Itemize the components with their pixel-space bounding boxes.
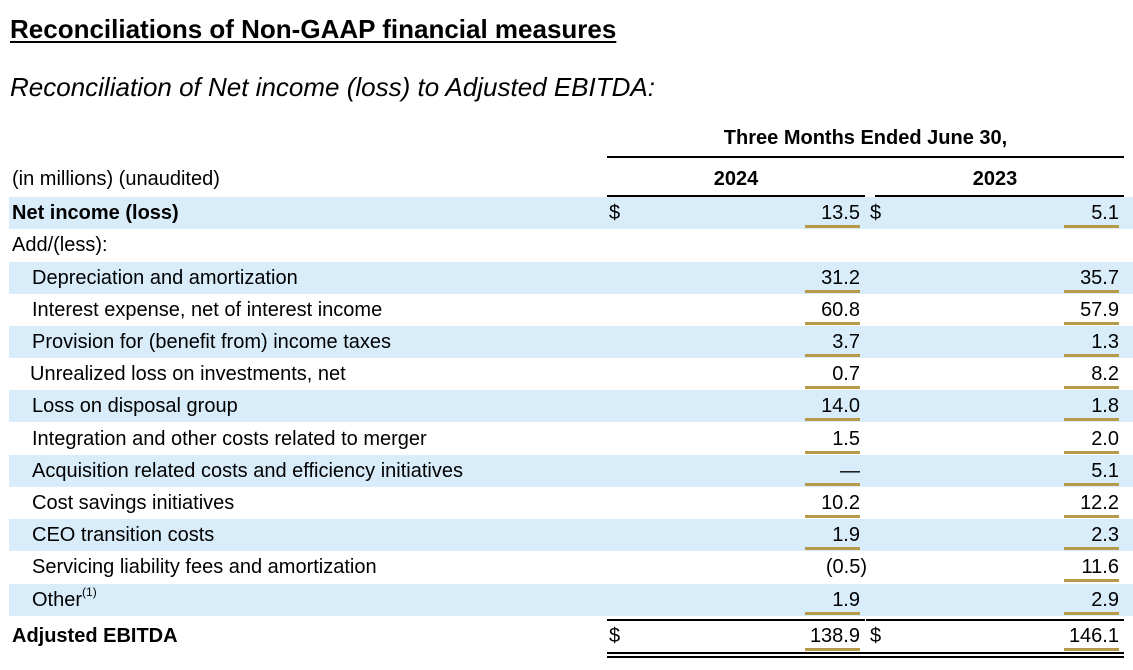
footnote-marker: (1): [82, 585, 97, 599]
row-label: CEO transition costs: [32, 524, 215, 546]
row-label: Other(1): [32, 585, 97, 612]
row-label: Servicing liability fees and amortizatio…: [32, 556, 377, 578]
value-underline: [1064, 418, 1119, 421]
value-2023: 5.1: [1091, 460, 1119, 482]
row-label: Unrealized loss on investments, net: [30, 363, 346, 385]
value-2023: 2.9: [1091, 589, 1119, 611]
currency-symbol: $: [609, 202, 621, 224]
table-row-adjusted-ebitda: Adjusted EBITDA $ 138.9 $ 146.1: [9, 620, 1133, 652]
period-header: Three Months Ended June 30,: [607, 124, 1124, 158]
value-2024: (0.5): [825, 556, 867, 578]
value-2023: 2.0: [1091, 428, 1119, 450]
value-underline: [805, 354, 860, 357]
value-2024: 60.8: [821, 299, 860, 321]
value-2023: 1.3: [1091, 331, 1119, 353]
row-label: Provision for (benefit from) income taxe…: [32, 331, 392, 353]
value-underline: [805, 648, 860, 651]
value-underline: [1064, 322, 1119, 325]
value-2023: 57.9: [1080, 299, 1119, 321]
row-label: Adjusted EBITDA: [12, 625, 178, 647]
value-underline: [1064, 579, 1119, 582]
double-underline-top: [607, 652, 1124, 654]
row-label: Integration and other costs related to m…: [32, 428, 427, 450]
value-underline: [805, 386, 860, 389]
table-subtitle: Reconciliation of Net income (loss) to A…: [10, 72, 655, 102]
row-label: Acquisition related costs and efficiency…: [32, 460, 463, 482]
row-label: Depreciation and amortization: [32, 267, 298, 289]
value-2024: 1.9: [832, 589, 860, 611]
currency-symbol: $: [870, 625, 882, 647]
value-underline: [805, 322, 860, 325]
row-label: Cost savings initiatives: [32, 492, 235, 514]
row-label: Net income (loss): [12, 202, 179, 224]
value-underline: [805, 225, 860, 228]
table-row-acquisition-costs: Acquisition related costs and efficiency…: [9, 455, 1133, 487]
currency-symbol: $: [609, 625, 621, 647]
table-row-integration-costs: Integration and other costs related to m…: [9, 423, 1133, 455]
value-2024: 31.2: [821, 267, 860, 289]
value-underline: [1064, 225, 1119, 228]
value-underline: [805, 515, 860, 518]
total-top-rule: [607, 619, 865, 621]
year-rule-2023: [875, 195, 1124, 197]
row-label: Loss on disposal group: [32, 395, 238, 417]
value-underline: [805, 451, 860, 454]
value-underline: [1064, 386, 1119, 389]
value-underline: [1064, 547, 1119, 550]
table-row-unrealized-loss: Unrealized loss on investments, net 0.7 …: [9, 358, 1133, 390]
value-2024: 1.5: [832, 428, 860, 450]
value-2024: 138.9: [809, 625, 860, 647]
value-underline: [1064, 354, 1119, 357]
page-title: Reconciliations of Non-GAAP financial me…: [10, 14, 617, 44]
table-row-income-taxes: Provision for (benefit from) income taxe…: [9, 326, 1133, 358]
table-row-cost-savings: Cost savings initiatives 10.2 12.2: [9, 487, 1133, 519]
table-row-depreciation: Depreciation and amortization 31.2 35.7: [9, 262, 1133, 294]
table-row-interest-expense: Interest expense, net of interest income…: [9, 294, 1133, 326]
value-underline: [805, 418, 860, 421]
value-2023: 11.6: [1081, 556, 1119, 578]
table-row-net-income: Net income (loss) $ 13.5 $ 5.1: [9, 197, 1133, 229]
table-row-loss-on-disposal: Loss on disposal group 14.0 1.8: [9, 390, 1133, 422]
value-underline: [805, 483, 860, 486]
value-underline: [1064, 451, 1119, 454]
value-2023: 12.2: [1080, 492, 1119, 514]
year-header-2023: 2023: [972, 168, 1018, 190]
units-label: (in millions) (unaudited): [12, 168, 220, 190]
value-2024: —: [840, 460, 860, 482]
value-2024: 0.7: [832, 363, 860, 385]
value-underline: [805, 547, 860, 550]
row-label-text: Other: [32, 589, 83, 611]
table-row-ceo-transition: CEO transition costs 1.9 2.3: [9, 519, 1133, 551]
value-2024: 13.5: [821, 202, 860, 224]
value-underline: [1064, 648, 1119, 651]
value-underline: [805, 290, 860, 293]
value-2023: 146.1: [1068, 625, 1119, 647]
value-2024: 10.2: [821, 492, 860, 514]
value-underline: [1064, 290, 1119, 293]
value-2023: 8.2: [1091, 363, 1119, 385]
value-2024: 1.9: [832, 524, 860, 546]
value-2024: 3.7: [832, 331, 860, 353]
total-top-rule: [866, 619, 1124, 621]
table-row-servicing-liability: Servicing liability fees and amortizatio…: [9, 551, 1133, 583]
currency-symbol: $: [870, 202, 882, 224]
year-header-2024: 2024: [713, 168, 759, 190]
table-row-add-less: Add/(less):: [9, 229, 1133, 261]
value-2023: 35.7: [1080, 267, 1119, 289]
value-2023: 1.8: [1091, 395, 1119, 417]
column-header-row: (in millions) (unaudited) 2024 2023: [0, 164, 1133, 197]
row-label: Interest expense, net of interest income: [32, 299, 383, 321]
value-underline: [1064, 483, 1119, 486]
value-2023: 2.3: [1091, 524, 1119, 546]
table-row-other: Other(1) 1.9 2.9: [9, 584, 1133, 616]
row-label: Add/(less):: [12, 234, 108, 256]
value-underline: [805, 612, 860, 615]
value-underline: [1064, 612, 1119, 615]
value-2023: 5.1: [1091, 202, 1119, 224]
value-2024: 14.0: [821, 395, 860, 417]
double-underline-bottom: [607, 656, 1124, 658]
year-rule-2024: [607, 195, 865, 197]
value-underline: [1064, 515, 1119, 518]
